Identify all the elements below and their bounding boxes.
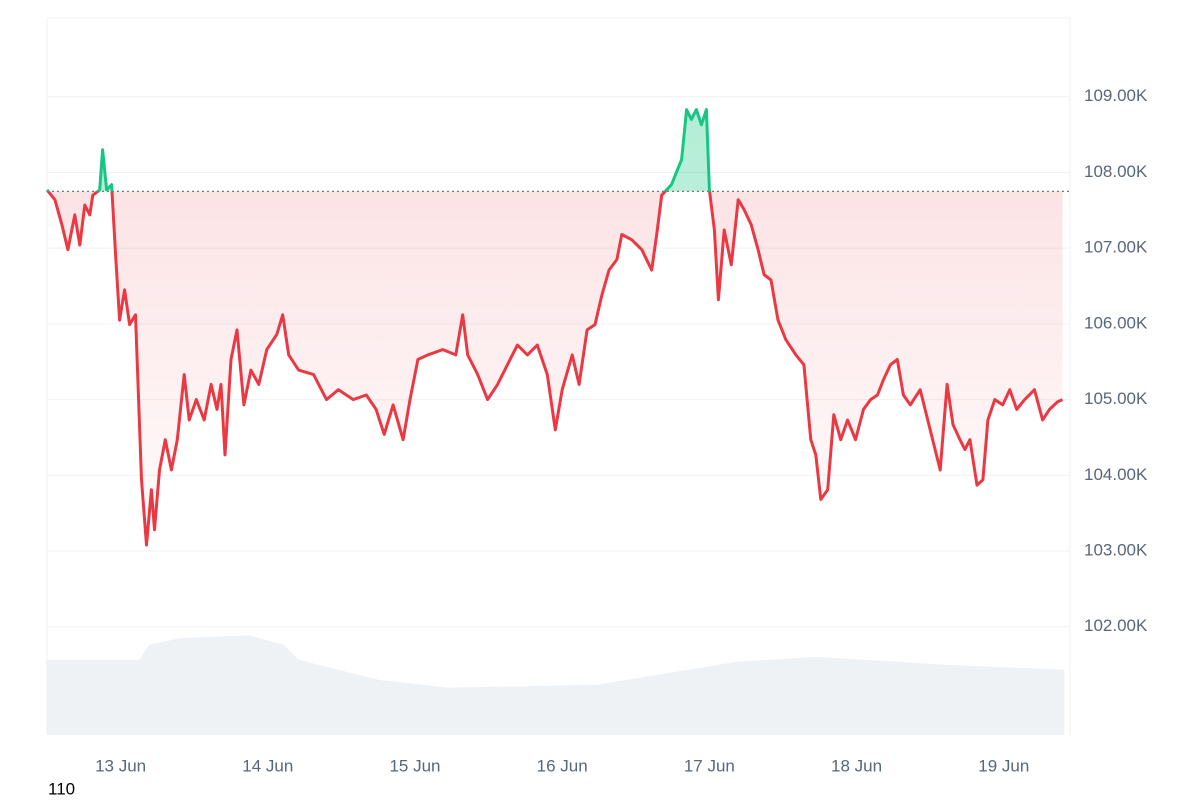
- y-tick-label: 109.00K: [1084, 86, 1148, 105]
- x-tick-label: 13 Jun: [95, 756, 146, 775]
- x-tick-label: 14 Jun: [242, 756, 293, 775]
- x-tick-label: 19 Jun: [978, 756, 1029, 775]
- x-tick-label: 15 Jun: [389, 756, 440, 775]
- price-line: [45, 108, 1064, 547]
- y-tick-label: 106.00K: [1084, 313, 1148, 332]
- volume-area: [47, 635, 1065, 735]
- y-tick-label: 104.00K: [1084, 465, 1148, 484]
- y-tick-label: 102.00K: [1084, 616, 1148, 635]
- y-tick-label: 105.00K: [1084, 389, 1148, 408]
- x-tick-label: 16 Jun: [537, 756, 588, 775]
- footer-text: 110: [48, 779, 75, 798]
- x-tick-label: 18 Jun: [831, 756, 882, 775]
- y-tick-label: 103.00K: [1084, 541, 1148, 560]
- x-tick-label: 17 Jun: [684, 756, 735, 775]
- y-tick-label: 108.00K: [1084, 162, 1148, 181]
- price-area: [47, 109, 1063, 545]
- y-tick-label: 107.00K: [1084, 238, 1148, 257]
